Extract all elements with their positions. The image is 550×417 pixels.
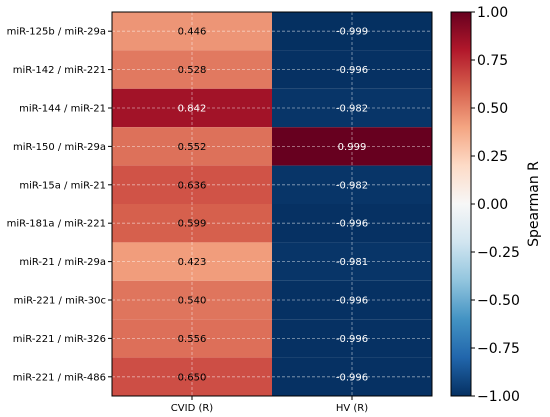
colorbar-tick-label: 0.00	[477, 197, 508, 213]
colorbar-tick-label: 0.75	[477, 53, 508, 69]
cell-value-label: -0.996	[336, 372, 368, 383]
cell-value-label: 0.842	[178, 104, 207, 115]
colorbar: 1.00 0.75 0.50 0.25 0.00 −0.25 −0.50 −0.75 −1.00…	[450, 5, 542, 405]
cell-value-label: -0.996	[336, 296, 368, 307]
column-tick-label: CVID (R)	[171, 403, 214, 414]
cell-value-label: 0.650	[178, 372, 207, 383]
row-tick-label: miR-125b / miR-29a	[7, 27, 106, 38]
cell-value-label: 0.423	[178, 257, 207, 268]
cell-value-label: -0.996	[336, 65, 368, 76]
row-tick-labels: miR-125b / miR-29a miR-142 / miR-221 miR-1…	[7, 27, 112, 383]
row-tick-label: miR-221 / miR-486	[13, 372, 106, 383]
cell-value-label: -0.996	[336, 219, 368, 230]
colorbar-tick-label: −0.75	[477, 341, 520, 357]
cell-value-label: 0.528	[178, 65, 207, 76]
row-tick-label: miR-144 / miR-21	[19, 104, 106, 115]
cell-value-label: 0.636	[178, 180, 207, 191]
colorbar-tick-label: 0.25	[477, 149, 508, 165]
cell-value-label: -0.999	[336, 27, 368, 38]
row-tick-label: miR-221 / miR-30c	[14, 296, 106, 307]
column-tick-labels: CVID (R) HV (R)	[171, 396, 368, 414]
colorbar-tick-label: −0.25	[477, 245, 520, 261]
cell-value-label: 0.446	[178, 27, 207, 38]
cell-value-label: 0.540	[178, 296, 207, 307]
row-tick-label: miR-181a / miR-221	[7, 219, 106, 230]
cell-value-label: -0.982	[336, 180, 368, 191]
row-tick-label: miR-150 / miR-29a	[13, 142, 106, 153]
colorbar-tick-label: −1.00	[477, 389, 520, 405]
plot-frame	[111, 11, 433, 397]
cell-value-label: 0.552	[178, 142, 207, 153]
row-tick-label: miR-21 / miR-29a	[19, 257, 106, 268]
colorbar-ticks: 1.00 0.75 0.50 0.25 0.00 −0.25 −0.50 −0.75 −1.00	[471, 5, 520, 405]
colorbar-label: Spearman R	[526, 161, 542, 247]
row-tick-label: miR-221 / miR-326	[13, 334, 106, 345]
colorbar-tick-label: 0.50	[477, 101, 508, 117]
cell-value-label: -0.981	[336, 257, 368, 268]
row-tick-label: miR-142 / miR-221	[13, 65, 106, 76]
colorbar-tick-label: 1.00	[477, 5, 508, 21]
cell-value-label: -0.996	[336, 334, 368, 345]
column-tick-label: HV (R)	[336, 403, 368, 414]
cell-value-label: 0.556	[178, 334, 207, 345]
row-tick-label: miR-15a / miR-21	[19, 180, 106, 191]
gridlines	[112, 12, 432, 396]
colorbar-tick-label: −0.50	[477, 293, 520, 309]
cell-value-label: 0.599	[178, 219, 207, 230]
cell-value-label: -0.982	[336, 104, 368, 115]
cell-value-label: 0.999	[338, 142, 367, 153]
colorbar-gradient	[450, 11, 472, 397]
cell-labels: 0.446 -0.999 0.528 -0.996 0.842 -0.982 0.552 0.…	[178, 27, 368, 384]
